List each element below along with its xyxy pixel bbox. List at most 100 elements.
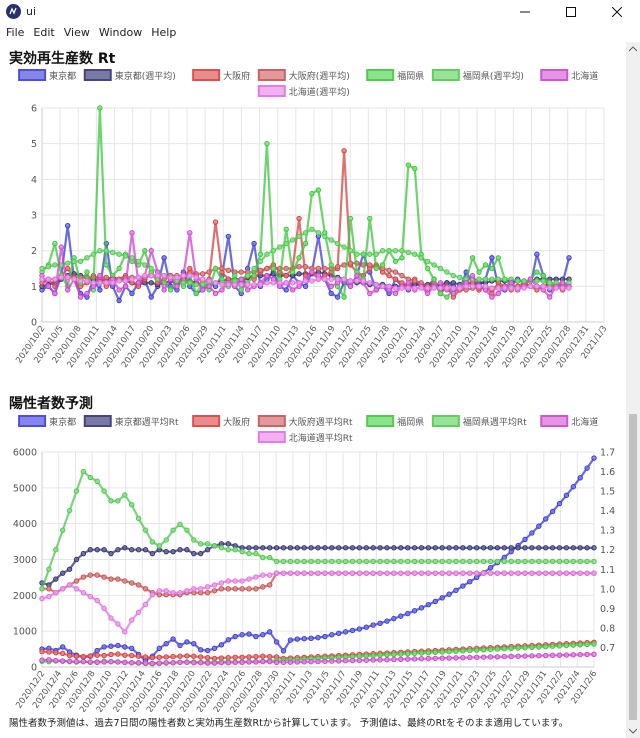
data-point — [379, 283, 386, 290]
data-point — [273, 659, 280, 666]
data-point — [501, 646, 507, 652]
data-point — [206, 269, 212, 275]
data-point — [315, 276, 322, 282]
legend-label: 大阪府 — [223, 70, 250, 82]
scroll-thumb[interactable] — [629, 414, 637, 720]
legend-swatch — [540, 415, 569, 427]
data-point — [177, 547, 183, 553]
y-tick-label-right: 1.3 — [600, 526, 615, 537]
minimize-button[interactable] — [502, 0, 548, 24]
data-point — [270, 265, 277, 272]
legend-swatch — [192, 415, 221, 427]
data-point — [392, 290, 399, 297]
data-point — [347, 247, 354, 254]
data-point — [218, 642, 225, 648]
data-point — [103, 280, 109, 286]
data-point — [225, 281, 232, 288]
y-tick-label: 0 — [31, 318, 37, 329]
data-point — [329, 632, 335, 638]
data-point — [425, 558, 432, 565]
menu-edit[interactable]: Edit — [33, 26, 55, 39]
data-point — [46, 657, 52, 663]
menu-window[interactable]: Window — [98, 26, 143, 39]
data-point — [570, 570, 576, 576]
data-point — [315, 187, 322, 193]
maximize-button[interactable] — [548, 0, 594, 24]
data-point — [264, 251, 270, 257]
data-point — [457, 274, 463, 281]
data-point — [476, 269, 482, 275]
data-point — [135, 547, 142, 553]
data-point — [180, 280, 187, 286]
data-point — [577, 475, 583, 481]
data-point — [135, 582, 142, 588]
scroll-down-button[interactable] — [626, 724, 640, 738]
data-point — [392, 269, 399, 275]
menu-view[interactable]: View — [63, 26, 90, 39]
data-point — [453, 655, 459, 661]
data-point — [191, 537, 197, 543]
data-point — [391, 545, 397, 551]
data-point — [253, 545, 259, 551]
data-point — [73, 556, 80, 563]
data-point — [211, 543, 218, 549]
data-point — [474, 647, 480, 653]
data-point — [570, 545, 576, 551]
data-point — [522, 644, 528, 651]
close-button[interactable] — [594, 0, 640, 24]
data-point — [356, 545, 363, 551]
data-point — [142, 272, 148, 279]
data-point — [97, 105, 103, 111]
data-point — [273, 639, 280, 645]
data-point — [363, 570, 369, 576]
data-point — [211, 645, 218, 652]
data-point — [487, 565, 494, 571]
data-point — [508, 558, 514, 565]
data-point — [547, 294, 553, 300]
data-point — [135, 609, 142, 615]
data-point — [80, 550, 87, 557]
data-point — [129, 502, 135, 508]
data-point — [540, 278, 546, 284]
data-point — [322, 265, 328, 272]
data-point — [328, 276, 334, 282]
vertical-scrollbar[interactable] — [626, 42, 640, 738]
data-point — [411, 545, 418, 551]
data-point — [379, 247, 386, 254]
data-point — [148, 280, 154, 286]
data-point — [341, 148, 347, 154]
data-point — [515, 653, 521, 659]
data-point — [77, 278, 84, 284]
data-point — [367, 251, 373, 257]
data-point — [570, 484, 576, 490]
data-point — [334, 264, 341, 270]
legend-label: 福岡県(週平均) — [463, 70, 524, 82]
data-point — [487, 646, 494, 653]
data-point — [52, 290, 58, 297]
data-point — [363, 545, 369, 551]
data-point — [392, 276, 399, 282]
data-point — [370, 545, 376, 551]
data-point — [439, 649, 445, 655]
data-point — [302, 240, 309, 247]
data-point — [446, 545, 452, 551]
data-point — [329, 570, 335, 576]
data-point — [508, 545, 514, 551]
data-point — [501, 558, 507, 565]
y-tick-label: 6000 — [13, 448, 37, 459]
data-point — [287, 545, 294, 551]
data-point — [342, 629, 349, 635]
data-point — [405, 545, 411, 551]
data-point — [97, 247, 103, 254]
data-point — [251, 265, 257, 272]
data-point — [45, 276, 52, 282]
data-point — [177, 659, 183, 666]
data-point — [398, 570, 404, 576]
menu-file[interactable]: File — [6, 26, 25, 39]
scroll-up-button[interactable] — [626, 42, 640, 56]
data-point — [377, 620, 383, 626]
menu-help[interactable]: Help — [151, 26, 177, 39]
data-point — [238, 269, 244, 275]
data-point — [187, 280, 193, 286]
data-point — [77, 294, 84, 300]
